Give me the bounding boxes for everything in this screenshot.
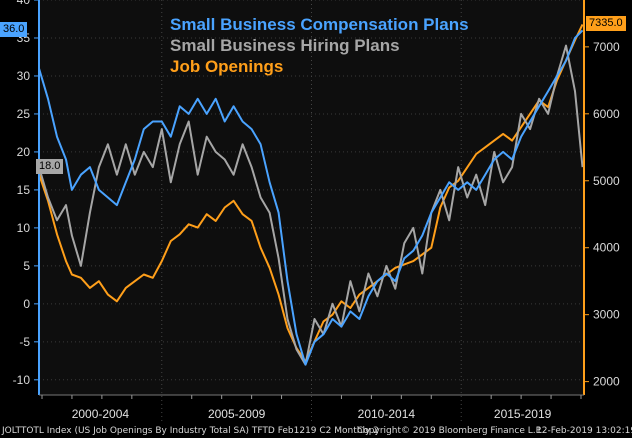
x-period-label: 2000-2004 [72,407,130,421]
left-tick-label: 15 [17,183,31,197]
x-period-label: 2010-2014 [358,407,416,421]
last-value-tag-compensation: 36.0 [0,22,28,38]
right-tick-label: 6000 [593,107,620,121]
left-tick-label: -5 [19,335,30,349]
x-axis: 2000-2004 2005-2009 2010-2014 2015-2019 [39,394,584,421]
legend-hiring-plans: Small Business Hiring Plans [170,36,400,55]
series-layer [38,23,584,366]
right-tick-label: 3000 [593,308,620,322]
x-period-label: 2005-2009 [208,407,266,421]
left-tick-label: 10 [17,221,31,235]
legend-job-openings: Job Openings [170,57,284,76]
last-value-tag-job-openings: 7335.0 [586,16,626,32]
footer-ticker: JOLTTOTL Index (US Job Openings By Indus… [2,426,379,436]
legend: Small Business Compensation Plans Small … [170,14,469,77]
footer-timestamp: 12-Feb-2019 13:02:19 [536,426,632,436]
left-tick-label: 0 [23,297,30,311]
x-period-label: 2015-2019 [494,407,552,421]
footer-bar: JOLTTOTL Index (US Job Openings By Indus… [0,424,632,438]
footer-copyright: Copyright© 2019 Bloomberg Finance L.P. [357,426,543,436]
right-tick-label: 2000 [593,375,620,389]
last-value-tag-hiring: 18.0 [36,159,64,175]
legend-compensation-plans: Small Business Compensation Plans [170,15,469,34]
right-axis: 2000 3000 4000 5000 6000 7000 [583,0,620,395]
left-tick-label: 20 [17,145,31,159]
right-tick-label: 4000 [593,241,620,255]
right-tick-label: 7000 [593,40,620,54]
gridlines [39,0,584,424]
left-tick-label: 25 [17,107,31,121]
left-tick-label: 5 [23,259,30,273]
left-tick-label: 30 [17,69,31,83]
left-tick-label: -10 [13,373,31,387]
series-line-small-business-compensation-plans [38,29,584,366]
left-tick-label: 40 [17,0,31,7]
right-tick-label: 5000 [593,174,620,188]
